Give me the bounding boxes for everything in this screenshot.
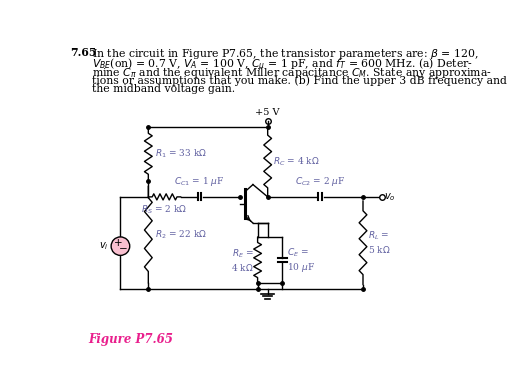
Text: In the circuit in Figure P7.65, the transistor parameters are: $\beta$ = 120,: In the circuit in Figure P7.65, the tran…	[92, 47, 478, 62]
Text: $v_o$: $v_o$	[384, 191, 396, 203]
Text: tions or assumptions that you make. (b) Find the upper 3 dB frequency and: tions or assumptions that you make. (b) …	[92, 75, 507, 86]
Text: $R_S$ = 2 k$\Omega$: $R_S$ = 2 k$\Omega$	[142, 204, 188, 216]
Text: $R_L$ =
5 k$\Omega$: $R_L$ = 5 k$\Omega$	[368, 230, 390, 255]
Text: Figure P7.65: Figure P7.65	[88, 333, 173, 346]
Text: $C_{C1}$ = 1 $\mu$F: $C_{C1}$ = 1 $\mu$F	[174, 175, 225, 188]
Text: $R_C$ = 4 k$\Omega$: $R_C$ = 4 k$\Omega$	[273, 155, 320, 168]
Text: $R_1$ = 33 k$\Omega$: $R_1$ = 33 k$\Omega$	[155, 147, 206, 160]
Circle shape	[111, 237, 130, 255]
Text: the midband voltage gain.: the midband voltage gain.	[92, 85, 235, 95]
Text: mine $C_{\pi}$ and the equivalent Miller capacitance $C_M$. State any approxima-: mine $C_{\pi}$ and the equivalent Miller…	[92, 66, 492, 80]
Text: +: +	[114, 238, 123, 248]
Text: $V_{BE}$(on) = 0.7 V, $V_A$ = 100 V, $C_{\mu}$ = 1 pF, and $f_T$ = 600 MHz. (a) : $V_{BE}$(on) = 0.7 V, $V_A$ = 100 V, $C_…	[92, 57, 473, 74]
Text: $C_E$ =
10 $\mu$F: $C_E$ = 10 $\mu$F	[287, 246, 315, 274]
Text: +5 V: +5 V	[255, 108, 280, 117]
Text: $R_E$ =
4 k$\Omega$: $R_E$ = 4 k$\Omega$	[231, 247, 254, 273]
Text: −: −	[118, 244, 127, 254]
Text: 7.65: 7.65	[70, 47, 97, 59]
Text: $C_{C2}$ = 2 $\mu$F: $C_{C2}$ = 2 $\mu$F	[295, 175, 345, 188]
Text: $R_2$ = 22 k$\Omega$: $R_2$ = 22 k$\Omega$	[155, 228, 206, 241]
Text: $v_i$: $v_i$	[99, 240, 109, 252]
